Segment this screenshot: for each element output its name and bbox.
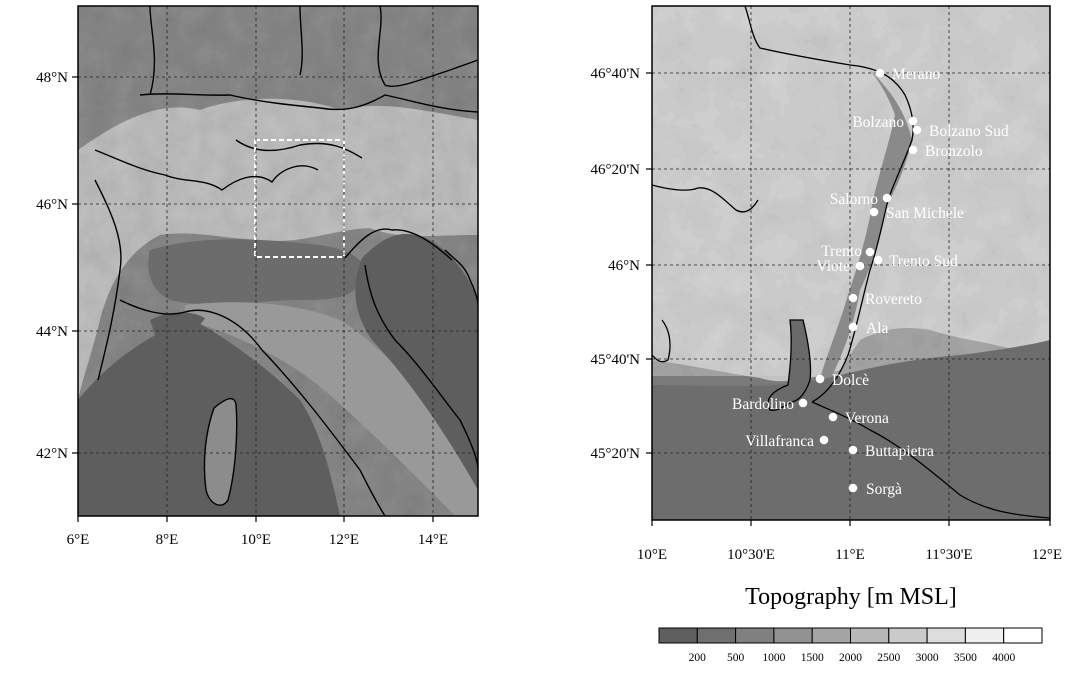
legend-swatch	[1003, 627, 1043, 644]
right-lat-label: 46°20'N	[590, 162, 640, 178]
station-label-rovereto: Rovereto	[865, 291, 922, 308]
topography-legend: Topography [m MSL] 200 500 1000 1500 2000 250…	[658, 584, 1043, 664]
overview-map: 48°N 46°N 44°N 42°N 6°E 8°E 10°E 12°E 14…	[36, 5, 479, 548]
zoom-map: Merano Bolzano Bolzano Sud Bronzolo Salo…	[590, 5, 1062, 563]
legend-tick-label: 3500	[954, 652, 977, 664]
station-marker-bronzolo	[908, 145, 918, 155]
stations: Merano Bolzano Bolzano Sud Bronzolo Salo…	[732, 66, 1009, 498]
tyrrhenian-sea	[78, 318, 340, 516]
right-lat-label: 45°20'N	[590, 446, 640, 462]
station-marker-trento-sud	[873, 255, 883, 265]
legend-tick-label: 500	[727, 652, 745, 664]
legend-swatch	[658, 627, 698, 644]
station-marker-dolce	[815, 374, 825, 384]
left-lon-label: 12°E	[329, 532, 359, 548]
legend-tick-label: 4000	[992, 652, 1015, 664]
legend-colorbar	[658, 627, 1043, 644]
station-label-trento: Trento	[821, 243, 862, 260]
legend-swatch	[735, 627, 775, 644]
left-lon-label: 8°E	[156, 532, 179, 548]
legend-swatch	[696, 627, 737, 644]
adriatic-sea	[355, 233, 478, 490]
station-marker-bolzano-sud	[912, 125, 922, 135]
legend-tick-label: 1500	[801, 652, 824, 664]
lake-garda	[767, 319, 812, 411]
station-marker-bardolino	[798, 398, 808, 408]
legend-tick-label: 200	[689, 652, 707, 664]
station-marker-rovereto	[848, 293, 858, 303]
right-lat-label: 45°40'N	[590, 352, 640, 368]
legend-swatch	[773, 627, 813, 644]
station-label-ala: Ala	[866, 320, 889, 337]
station-marker-buttapietra	[848, 445, 858, 455]
left-map-frame	[77, 5, 479, 517]
legend-swatch	[811, 627, 852, 644]
station-label-buttapietra: Buttapietra	[865, 443, 934, 460]
right-lon-label: 10°E	[637, 547, 667, 563]
left-lon-label: 10°E	[241, 532, 271, 548]
right-lat-label: 46°40'N	[590, 66, 640, 82]
legend-swatch	[926, 627, 966, 644]
po-plain	[148, 239, 365, 305]
borders	[94, 6, 478, 516]
station-marker-sorga	[848, 483, 858, 493]
left-lon-label: 6°E	[67, 532, 90, 548]
right-lon-label: 12°E	[1032, 547, 1062, 563]
station-marker-viote	[855, 261, 865, 271]
station-marker-villafranca	[819, 435, 829, 445]
left-lat-label: 44°N	[36, 324, 68, 340]
station-label-bardolino: Bardolino	[732, 396, 794, 413]
po-plain-south	[652, 340, 1050, 520]
station-label-villafranca: Villafranca	[745, 433, 814, 450]
legend-tick-label: 1000	[762, 652, 785, 664]
station-label-bronzolo: Bronzolo	[925, 143, 983, 160]
corsica	[203, 397, 238, 506]
legend-swatch	[850, 627, 890, 644]
legend-tick-label: 3000	[916, 652, 939, 664]
station-label-salorno: Salorno	[830, 191, 878, 208]
station-marker-merano	[875, 68, 885, 78]
legend-title: Topography [m MSL]	[745, 584, 957, 610]
left-gridlines	[78, 6, 478, 516]
right-lat-label: 46°N	[608, 258, 640, 274]
station-label-merano: Merano	[892, 66, 940, 83]
legend-swatch	[964, 627, 1005, 644]
station-label-verona: Verona	[845, 410, 889, 427]
legend-tick-label: 2000	[839, 652, 862, 664]
legend-swatch	[888, 627, 928, 644]
left-lat-label: 46°N	[36, 197, 68, 213]
legend-tick-label: 2500	[877, 652, 900, 664]
station-label-dolce: Dolcè	[832, 372, 869, 389]
right-gridlines	[652, 6, 1050, 520]
station-label-sorga: Sorgà	[866, 481, 902, 498]
station-marker-salorno	[882, 193, 892, 203]
station-marker-trento	[865, 247, 875, 257]
left-lon-label: 14°E	[418, 532, 448, 548]
left-lat-label: 48°N	[36, 70, 68, 86]
station-label-bolzano-sud: Bolzano Sud	[929, 123, 1009, 140]
station-label-viote: Viote	[816, 258, 850, 275]
right-lon-label: 10°30'E	[727, 547, 775, 563]
apennines	[185, 302, 478, 516]
station-label-san-michele: San Michele	[886, 205, 964, 222]
left-lat-label: 42°N	[36, 446, 68, 462]
station-label-trento-sud: Trento Sud	[889, 253, 958, 270]
right-lon-label: 11°30'E	[925, 547, 972, 563]
station-marker-verona	[828, 412, 838, 422]
station-label-bolzano: Bolzano	[852, 114, 904, 131]
adige-valley	[815, 70, 912, 400]
right-lon-label: 11°E	[835, 547, 865, 563]
right-map-frame	[651, 5, 1051, 521]
station-marker-san-michele	[869, 207, 879, 217]
station-marker-ala	[848, 322, 858, 332]
station-marker-bolzano	[908, 116, 918, 126]
